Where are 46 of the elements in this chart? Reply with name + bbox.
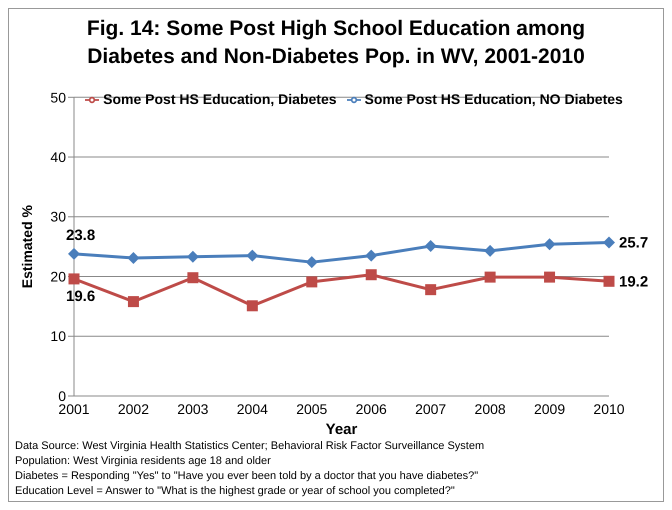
y-tick-label: 50 (50, 89, 66, 106)
point (246, 300, 258, 312)
chart-title: Fig. 14: Some Post High School Education among Diabetes and Non-Diabetes Pop. in WV, 2001-2010 (86, 16, 586, 70)
point (484, 244, 496, 257)
text: Population: West Virginia residents age 18 and older (15, 454, 272, 469)
y-axis-title: Estimated % (18, 204, 35, 288)
text: Education Level = Answer to "What is the highest grade or year of school you completed?" (15, 484, 456, 499)
x-tick-label: 2008 (474, 400, 506, 417)
data-label: 19.2 (619, 273, 648, 290)
point (128, 296, 139, 308)
y-tick-label: 20 (50, 268, 66, 284)
data-label: 23.8 (66, 226, 96, 244)
point (484, 272, 496, 283)
x-tick-label: 2005 (296, 400, 328, 417)
point (306, 276, 318, 288)
legend-label: Some Post HS Education, Diabetes (103, 91, 337, 107)
source-note: Data Source: West Virginia Health Statistics Center; Behavioral Risk Factor Surveillance System (15, 439, 484, 454)
point (603, 236, 615, 248)
y-tick-label: 10 (50, 328, 66, 344)
point (425, 284, 436, 296)
data-label: 25.7 (619, 234, 648, 252)
point (424, 240, 437, 252)
x-axis-title: Year (326, 421, 358, 438)
point (306, 256, 318, 268)
x-tick-label: 2004 (236, 400, 268, 417)
point (544, 272, 556, 283)
point (604, 276, 614, 287)
x-tick-label: 2009 (534, 400, 566, 417)
x-tick-label: 2006 (356, 400, 388, 417)
point (366, 269, 377, 280)
point (127, 252, 140, 264)
y-tick-label: 30 (50, 208, 66, 225)
point (365, 250, 378, 262)
point (187, 272, 198, 284)
text: Diabetes = Responding "Yes" to "Have you ever been told by a doctor that you have diabetes?" (15, 469, 480, 484)
x-tick-label: 2002 (118, 400, 150, 417)
point (246, 250, 258, 262)
y-tick-label: 40 (50, 149, 66, 166)
point (68, 248, 80, 260)
data-label: 19.6 (66, 288, 96, 305)
x-tick-label: 2003 (177, 400, 209, 417)
point (544, 238, 556, 250)
x-tick-label: 2007 (415, 400, 446, 417)
point (186, 250, 199, 263)
legend-label: Some Post HS Education, NO Diabetes (364, 91, 623, 107)
x-tick-label: 2010 (593, 400, 625, 417)
